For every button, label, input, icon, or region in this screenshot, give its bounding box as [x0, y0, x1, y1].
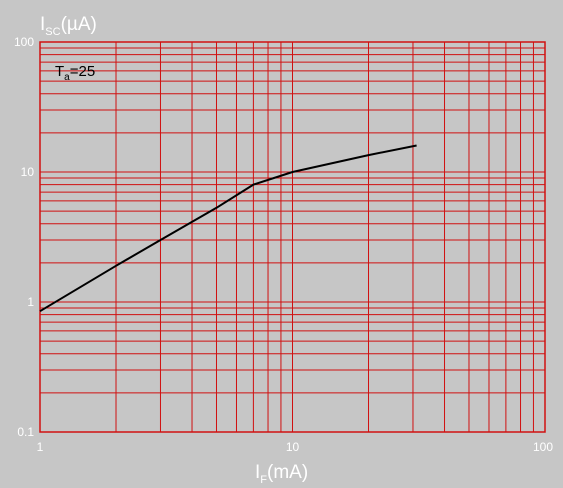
x-tick-label: 10	[286, 440, 300, 454]
annotation-rest: =25	[70, 63, 95, 80]
x-tick-label: 1	[37, 440, 44, 454]
x-axis-label-sub: F	[260, 474, 267, 486]
x-axis-label-main: I	[255, 462, 260, 483]
series-line-0	[39, 144, 417, 313]
temperature-annotation: Ta=25	[55, 63, 95, 83]
y-axis-label-main: I	[40, 14, 45, 35]
y-tick-label: 0.1	[17, 425, 34, 439]
plot-frame	[39, 41, 546, 433]
y-axis-label-sub: SC	[45, 26, 60, 38]
y-tick-label: 1	[27, 295, 34, 309]
y-tick-label: 100	[14, 35, 34, 49]
grid	[39, 41, 546, 433]
x-axis-label-unit: (mA)	[267, 462, 308, 483]
annotation-sub: a	[64, 72, 70, 83]
y-tick-label: 10	[21, 165, 35, 179]
annotation-main: T	[55, 63, 64, 80]
y-axis-label: ISC(µA)	[40, 14, 97, 38]
x-axis-label: IF(mA)	[255, 462, 308, 486]
x-tick-labels: 1 10 100	[37, 440, 554, 454]
y-axis-label-unit: (µA)	[61, 14, 97, 35]
y-tick-labels: 0.1 1 10 100	[14, 35, 34, 439]
series-layer	[39, 144, 417, 313]
x-tick-label: 100	[533, 440, 553, 454]
